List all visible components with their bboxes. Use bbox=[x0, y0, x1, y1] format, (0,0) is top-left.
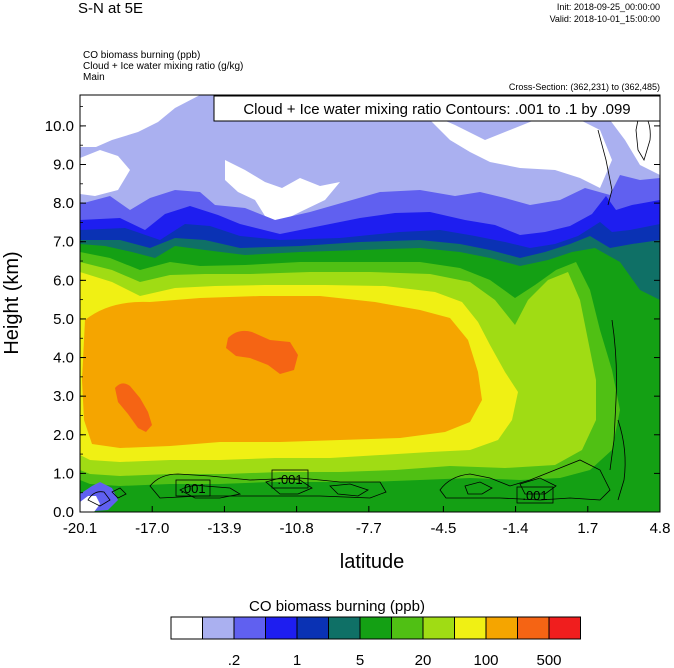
colorbar-box bbox=[170, 616, 203, 640]
colorbar-tick-label: 5 bbox=[356, 652, 364, 668]
colorbar-box bbox=[265, 616, 298, 640]
y-tick-label: 3.0 bbox=[53, 388, 74, 405]
colorbar-tick-label: .2 bbox=[228, 652, 241, 668]
x-tick-label: 1.7 bbox=[577, 520, 598, 537]
colorbar-title: CO biomass burning (ppb) bbox=[249, 598, 425, 615]
valid-time: Valid: 2018-10-01_15:00:00 bbox=[549, 14, 660, 24]
colorbar-tick-label: 500 bbox=[536, 652, 561, 668]
y-tick-label: 2.0 bbox=[53, 427, 74, 444]
contour-label: .001 bbox=[180, 481, 205, 496]
y-tick-label: 7.0 bbox=[53, 234, 74, 251]
contour-labels: .001 .001 .001 bbox=[175, 469, 554, 504]
co-band-above-500 bbox=[115, 383, 152, 432]
plot-title: S-N at 5E bbox=[78, 0, 144, 17]
cloud-ice-contours bbox=[87, 109, 651, 507]
co-band-above-500 bbox=[226, 330, 298, 374]
contour-info-text: Cloud + Ice water mixing ratio Contours:… bbox=[243, 101, 630, 118]
x-axis: -20.1 -17.0 -13.9 -10.8 -7.7 -4.5 -1.4 1.7 4.8 bbox=[63, 506, 671, 537]
colorbar-box bbox=[422, 616, 455, 640]
colorbar-tick-label: 1 bbox=[293, 652, 301, 668]
colorbar-box bbox=[359, 616, 392, 640]
contour-label: .001 bbox=[522, 488, 547, 503]
colorbar-box bbox=[454, 616, 487, 640]
y-tick-label: 0.0 bbox=[53, 504, 74, 521]
y-tick-label: 6.0 bbox=[53, 272, 74, 289]
colorbar-box bbox=[485, 616, 518, 640]
co-band-below-0.2-surface bbox=[80, 496, 100, 512]
x-tick-label: -17.0 bbox=[135, 520, 169, 537]
init-time: Init: 2018-09-25_00:00:00 bbox=[556, 2, 660, 12]
colorbar-tick-label: 100 bbox=[473, 652, 498, 668]
contour-info-box bbox=[213, 95, 661, 122]
colorbar-box bbox=[517, 616, 550, 640]
colorbar-box bbox=[233, 616, 266, 640]
cross-section-label: Cross-Section: (362,231) to (362,485) bbox=[508, 82, 660, 92]
colorbar-box bbox=[328, 616, 361, 640]
y-tick-label: 10.0 bbox=[45, 118, 74, 135]
y-axis: 0.0 1.0 2.0 3.0 4.0 5.0 6.0 7.0 8.0 9.0 10.0 bbox=[45, 106, 660, 521]
y-tick-label: 4.0 bbox=[53, 350, 74, 367]
colorbar: .2 1 5 20 100 500 bbox=[170, 616, 581, 668]
colorbar-box bbox=[391, 616, 424, 640]
x-tick-label: -4.5 bbox=[430, 520, 456, 537]
x-tick-label: 4.8 bbox=[650, 520, 671, 537]
domain-label: Main bbox=[83, 72, 105, 83]
contour-label: .001 bbox=[277, 472, 302, 487]
y-tick-label: 5.0 bbox=[53, 311, 74, 328]
co-band-below-0.2 bbox=[420, 110, 612, 188]
colorbar-box bbox=[548, 616, 581, 640]
y-axis-label: Height (km) bbox=[1, 251, 23, 354]
co-band-below-0.2 bbox=[80, 150, 130, 196]
co-band-below-0.2 bbox=[225, 160, 340, 222]
plot-frame bbox=[79, 94, 661, 513]
x-tick-label: -7.7 bbox=[356, 520, 382, 537]
colorbar-box bbox=[296, 616, 329, 640]
x-axis-label: latitude bbox=[340, 551, 405, 573]
y-tick-label: 8.0 bbox=[53, 195, 74, 212]
y-tick-label: 1.0 bbox=[53, 465, 74, 482]
x-tick-label: -13.9 bbox=[207, 520, 241, 537]
x-tick-label: -10.8 bbox=[280, 520, 314, 537]
field-label-cloud: Cloud + Ice water mixing ratio (g/kg) bbox=[83, 61, 244, 72]
y-tick-label: 9.0 bbox=[53, 157, 74, 174]
co-filled-contours bbox=[80, 95, 660, 512]
colorbar-box bbox=[202, 616, 235, 640]
x-tick-label: -1.4 bbox=[503, 520, 529, 537]
field-label-co: CO biomass burning (ppb) bbox=[83, 50, 201, 61]
colorbar-tick-label: 20 bbox=[415, 652, 432, 668]
co-band-below-0.2 bbox=[80, 95, 200, 147]
x-tick-label: -20.1 bbox=[63, 520, 97, 537]
